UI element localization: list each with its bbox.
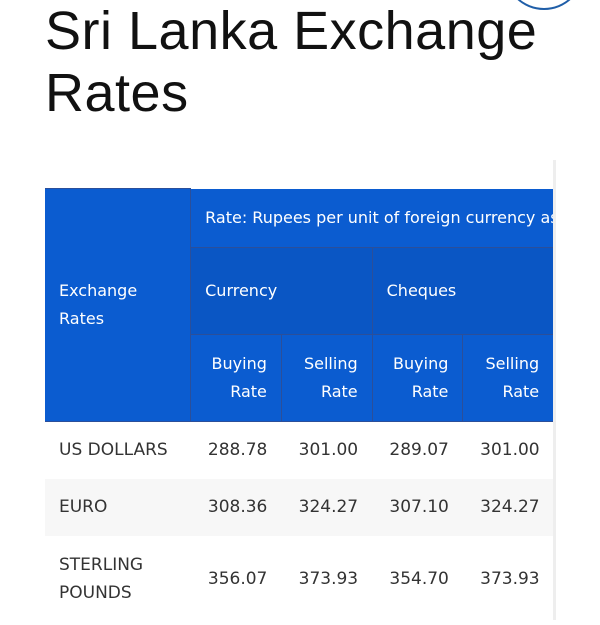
subheader-cheques-buying: Buying Rate	[371, 333, 464, 422]
rate-value: 289.07	[389, 440, 449, 460]
subheader-line: Buying	[211, 353, 267, 373]
subheader-line: Rate	[502, 381, 540, 401]
rate-value: 307.10	[372, 478, 463, 536]
rate-value: 373.93	[298, 568, 359, 589]
subheader-line: Rate	[230, 381, 267, 401]
rate-value: 356.07	[207, 568, 268, 589]
currency-name: US DOLLARS	[59, 440, 168, 460]
page-title: Sri Lanka Exchange Rates	[45, 1, 538, 123]
rate-value: 308.36	[190, 478, 282, 536]
table-row: EURO 308.36 324.27 307.10 324.27 3	[45, 478, 553, 536]
rate-value: 288.78	[207, 440, 268, 460]
header-row-subheaders: Buying Rate Selling Rate Buying Rate Sel…	[45, 333, 553, 422]
subheader-currency-selling: Selling Rate	[280, 333, 373, 422]
rate-value: 373.93	[480, 568, 540, 589]
table-row: US DOLLARS 288.78 301.00 289.07 301.00 2	[45, 421, 553, 479]
subheader-line: Selling	[485, 353, 540, 373]
subheader-line: Rate	[320, 381, 358, 401]
currency-name: EURO	[45, 478, 191, 536]
header-row-unit: Exchange Rates Rate: Rupees per unit of …	[45, 188, 553, 422]
table-row: STERLING POUNDS 356.07 373.93 354.70 373…	[45, 536, 553, 622]
rate-value: 324.27	[462, 478, 553, 536]
subheader-line: Rate	[411, 381, 449, 401]
rate-value: 354.70	[389, 568, 449, 589]
row-header-cell: Exchange Rates	[45, 188, 192, 422]
table-scroll-edge	[553, 160, 556, 620]
unit-caption: Rate: Rupees per unit of foreign currenc…	[190, 188, 553, 248]
exchange-rates-table: Exchange Rates Rate: Rupees per unit of …	[45, 188, 553, 622]
subheader-line: Selling	[303, 353, 358, 373]
group-header-cheques: Cheques	[371, 246, 553, 335]
currency-name: STERLING POUNDS	[59, 554, 144, 603]
rate-value: 301.00	[480, 440, 540, 460]
exchange-rates-table-container[interactable]: Exchange Rates Rate: Rupees per unit of …	[45, 188, 553, 625]
group-header-currency: Currency	[190, 246, 373, 335]
subheader-line: Buying	[393, 353, 449, 373]
subheader-cheques-selling: Selling Rate	[462, 333, 553, 422]
rate-value: 301.00	[298, 440, 359, 460]
rate-value: 324.27	[281, 478, 373, 536]
subheader-currency-buying: Buying Rate	[190, 333, 282, 422]
